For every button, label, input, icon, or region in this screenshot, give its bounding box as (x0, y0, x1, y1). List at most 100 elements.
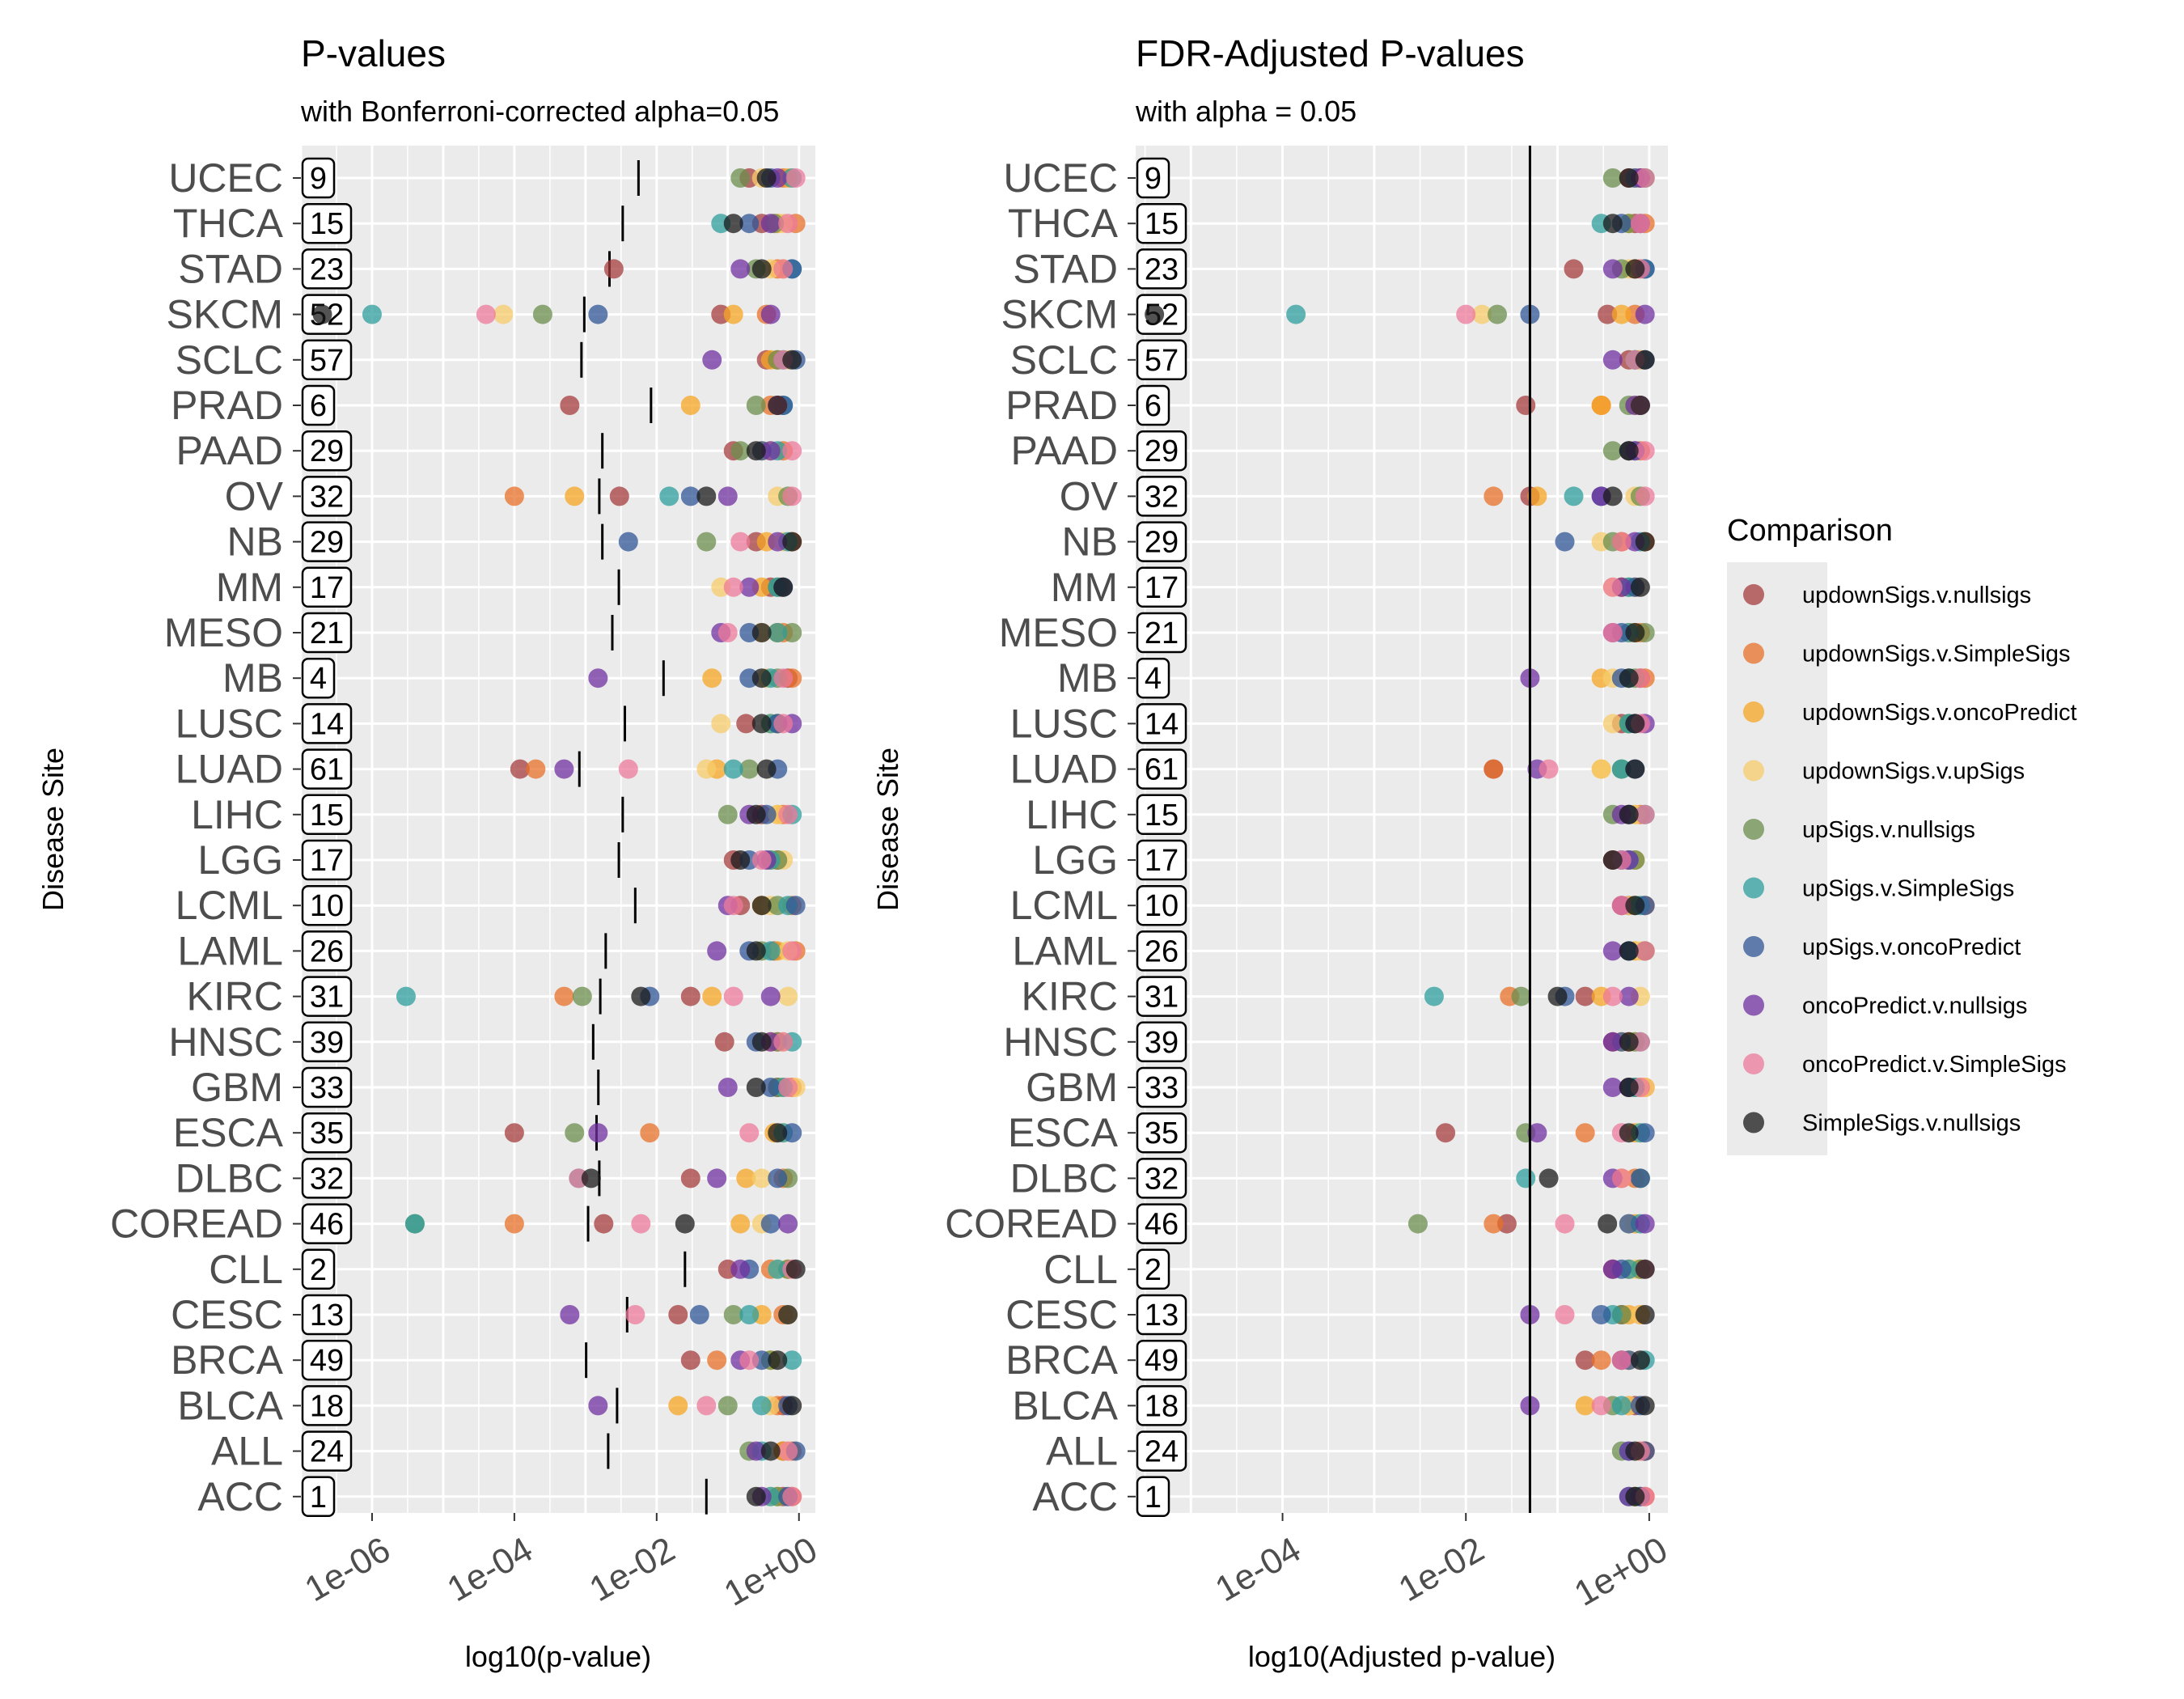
data-point (778, 1441, 798, 1461)
data-point (1591, 1305, 1611, 1324)
data-point (760, 304, 781, 324)
count-box: 17 (301, 839, 353, 881)
data-point (609, 486, 629, 506)
legend-swatch (1743, 584, 1764, 605)
count-box: 57 (301, 339, 353, 381)
data-point (723, 1305, 743, 1324)
site-label: COREAD (945, 1201, 1118, 1247)
count-label: 13 (310, 1299, 344, 1333)
data-point (1611, 1396, 1632, 1416)
legend-label: oncoPredict.v.SimpleSigs (1802, 1052, 2067, 1078)
count-label: 23 (310, 252, 344, 286)
data-point (618, 759, 638, 779)
data-point (778, 1078, 798, 1097)
data-point (702, 986, 722, 1006)
data-point (1575, 1396, 1595, 1416)
count-label: 61 (1145, 753, 1179, 787)
data-point (782, 1396, 802, 1416)
site-label: HNSC (168, 1019, 283, 1065)
data-point (782, 350, 802, 370)
data-point (785, 896, 806, 916)
count-box-frame (301, 884, 353, 926)
count-box-frame (1136, 930, 1187, 972)
data-point (1635, 1123, 1655, 1143)
site-label: NB (1062, 519, 1118, 565)
data-point (768, 623, 788, 642)
data-point (760, 1441, 781, 1461)
legend-item: updownSigs.v.nullsigs (1743, 583, 2031, 608)
data-point (1591, 1350, 1611, 1371)
legend-label: upSigs.v.nullsigs (1802, 817, 1975, 843)
data-point (1635, 350, 1655, 370)
count-box: 13 (301, 1294, 353, 1336)
data-point (625, 1305, 645, 1324)
data-point (594, 1214, 614, 1234)
data-point (659, 486, 679, 506)
count-label: 14 (310, 707, 344, 741)
count-box: 21 (301, 612, 353, 654)
count-box-frame (1136, 248, 1187, 290)
site-label: CESC (171, 1292, 283, 1337)
data-point (773, 1032, 794, 1052)
legend-swatch (1743, 936, 1764, 957)
count-box: 17 (301, 566, 353, 608)
data-point (1575, 1350, 1595, 1371)
data-point (1602, 486, 1623, 506)
count-label: 46 (1145, 1208, 1179, 1242)
data-point (773, 668, 794, 688)
pvalue-title: P-values (301, 32, 446, 74)
count-box: 33 (1136, 1066, 1187, 1108)
data-point (618, 532, 638, 552)
data-point (1602, 577, 1623, 597)
count-box-frame (1136, 1248, 1170, 1290)
data-point (1611, 532, 1632, 552)
data-point (1635, 441, 1655, 461)
site-label: MB (1057, 655, 1118, 701)
count-label: 31 (310, 981, 344, 1015)
data-point (723, 304, 743, 324)
count-box: 61 (301, 748, 353, 790)
count-box-frame (1136, 703, 1187, 744)
data-point (362, 304, 382, 324)
data-point (1611, 304, 1632, 324)
data-point (1555, 1305, 1575, 1324)
data-point (680, 396, 700, 415)
site-label: SCLC (1010, 337, 1118, 383)
count-box-frame (1136, 1112, 1187, 1154)
data-point (1625, 714, 1645, 734)
legend-swatch (1743, 1053, 1764, 1074)
count-box: 21 (1136, 612, 1187, 654)
site-label: PRAD (171, 383, 283, 428)
site-label: STAD (178, 246, 283, 291)
site-label: BRCA (1005, 1337, 1119, 1383)
data-point (1286, 304, 1306, 324)
data-point (760, 214, 781, 234)
data-point (1625, 759, 1645, 779)
data-point (696, 759, 717, 779)
site-label: MESO (164, 610, 283, 655)
data-point (603, 259, 624, 279)
count-box: 9 (1136, 157, 1170, 199)
legend-item: oncoPredict.v.nullsigs (1743, 994, 2027, 1019)
count-label: 1 (1145, 1481, 1162, 1515)
count-box-frame (1136, 1385, 1187, 1426)
data-point (773, 577, 794, 597)
data-point (760, 986, 781, 1006)
data-point (707, 1350, 727, 1371)
data-point (1511, 986, 1531, 1006)
site-label: SKCM (167, 292, 283, 337)
count-box-frame (1136, 1339, 1187, 1381)
data-point (702, 350, 722, 370)
data-point (717, 804, 738, 824)
fdr-y-axis-label: Disease Site (871, 748, 904, 911)
count-box: 15 (301, 202, 353, 244)
count-label: 21 (1145, 616, 1179, 650)
count-box: 29 (1136, 521, 1187, 562)
data-point (760, 941, 781, 961)
count-label: 10 (1145, 889, 1179, 923)
data-point (717, 623, 738, 642)
site-label: THCA (173, 201, 284, 246)
count-box: 17 (1136, 839, 1187, 881)
site-label: NB (227, 519, 283, 565)
count-label: 4 (1145, 662, 1162, 696)
